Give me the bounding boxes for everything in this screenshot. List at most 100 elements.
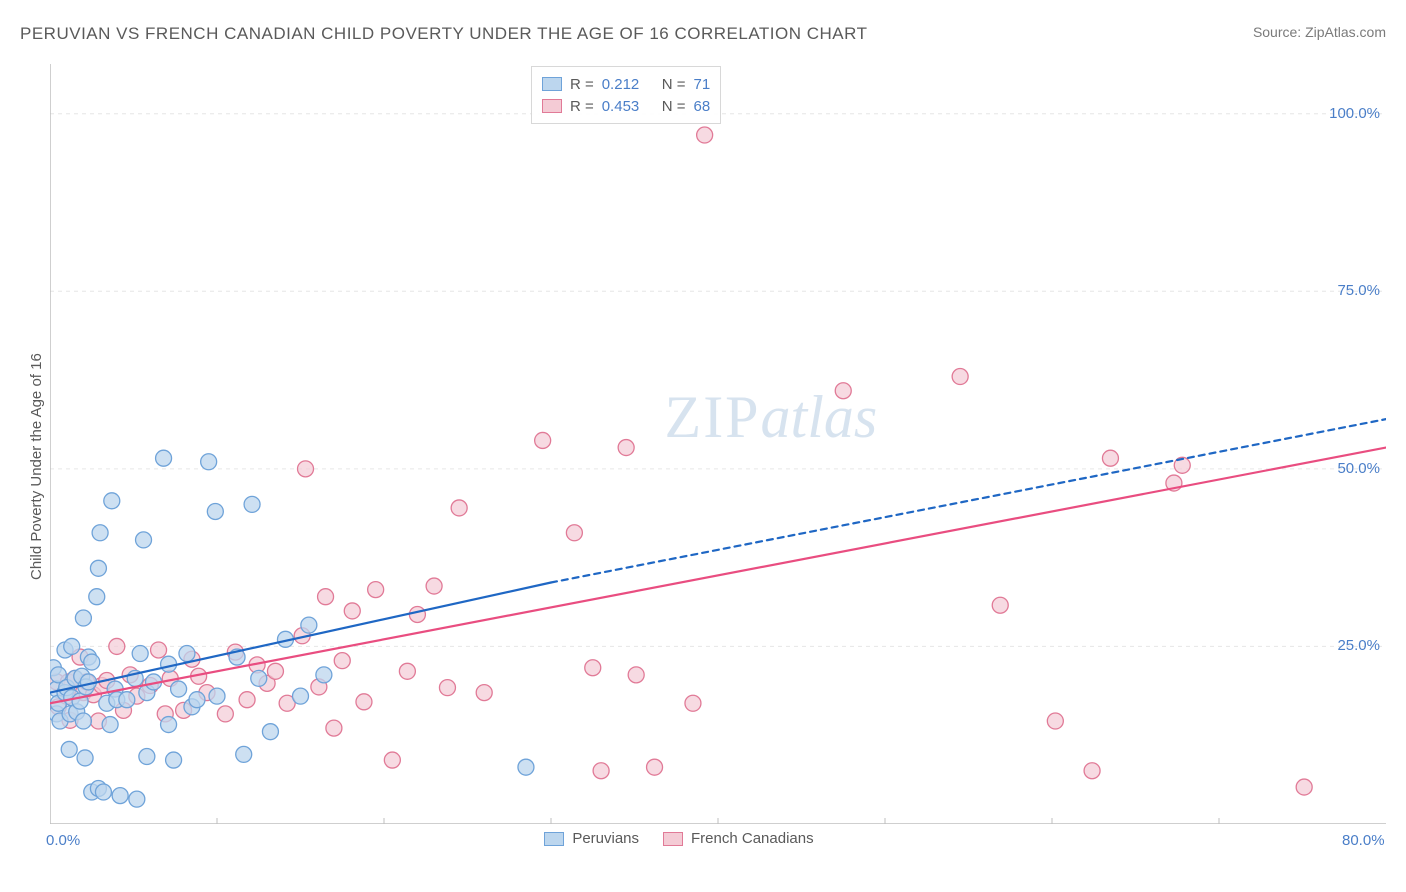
peruvians-point bbox=[75, 713, 91, 729]
french_canadians-point bbox=[368, 582, 384, 598]
peruvians-point bbox=[95, 784, 111, 800]
french_canadians-point bbox=[585, 660, 601, 676]
french_canadians-point bbox=[952, 369, 968, 385]
swatch-icon bbox=[544, 832, 564, 846]
peruvians-point bbox=[139, 749, 155, 765]
peruvians-point bbox=[64, 638, 80, 654]
french_canadians-point bbox=[384, 752, 400, 768]
peruvians-point bbox=[92, 525, 108, 541]
peruvians-point bbox=[207, 503, 223, 519]
trend-line bbox=[551, 419, 1386, 582]
peruvians-point bbox=[89, 589, 105, 605]
french_canadians-point bbox=[334, 653, 350, 669]
french_canadians-point bbox=[1102, 450, 1118, 466]
french_canadians-point bbox=[344, 603, 360, 619]
legend-n-label: N = bbox=[662, 76, 686, 93]
legend-row-french_canadians: R = 0.453 N = 68 bbox=[542, 95, 710, 117]
correlation-legend: R = 0.212 N = 71 R = 0.453 N = 68 bbox=[531, 66, 721, 124]
french_canadians-point bbox=[647, 759, 663, 775]
french_canadians-point bbox=[318, 589, 334, 605]
french_canadians-point bbox=[566, 525, 582, 541]
french_canadians-point bbox=[267, 663, 283, 679]
legend-n-label: N = bbox=[662, 98, 686, 115]
french_canadians-point bbox=[535, 432, 551, 448]
peruvians-point bbox=[293, 688, 309, 704]
french_canadians-point bbox=[399, 663, 415, 679]
legend-n-value: 71 bbox=[693, 76, 710, 93]
y-axis-label: Child Poverty Under the Age of 16 bbox=[28, 353, 45, 580]
french_canadians-point bbox=[628, 667, 644, 683]
french_canadians-point bbox=[992, 597, 1008, 613]
french_canadians-point bbox=[109, 638, 125, 654]
legend-r-value: 0.453 bbox=[602, 98, 654, 115]
legend-item-french_canadians: French Canadians bbox=[663, 830, 814, 847]
peruvians-point bbox=[251, 670, 267, 686]
french_canadians-point bbox=[151, 642, 167, 658]
legend-row-peruvians: R = 0.212 N = 71 bbox=[542, 73, 710, 95]
peruvians-point bbox=[166, 752, 182, 768]
peruvians-point bbox=[201, 454, 217, 470]
peruvians-point bbox=[209, 688, 225, 704]
legend-item-label: Peruvians bbox=[572, 830, 639, 847]
peruvians-point bbox=[119, 692, 135, 708]
legend-r-label: R = bbox=[570, 76, 594, 93]
french_canadians-point bbox=[1047, 713, 1063, 729]
swatch-icon bbox=[542, 99, 562, 113]
x-tick-label: 0.0% bbox=[46, 832, 80, 849]
swatch-icon bbox=[542, 77, 562, 91]
french_canadians-point bbox=[239, 692, 255, 708]
y-tick-label: 25.0% bbox=[1337, 637, 1380, 654]
french_canadians-point bbox=[356, 694, 372, 710]
peruvians-point bbox=[112, 788, 128, 804]
french_canadians-point bbox=[217, 706, 233, 722]
scatter-plot bbox=[50, 64, 1386, 824]
french_canadians-point bbox=[685, 695, 701, 711]
peruvians-point bbox=[90, 560, 106, 576]
peruvians-point bbox=[77, 750, 93, 766]
y-tick-label: 50.0% bbox=[1337, 460, 1380, 477]
legend-r-label: R = bbox=[570, 98, 594, 115]
peruvians-point bbox=[244, 496, 260, 512]
peruvians-point bbox=[136, 532, 152, 548]
french_canadians-point bbox=[1296, 779, 1312, 795]
swatch-icon bbox=[663, 832, 683, 846]
french_canadians-point bbox=[593, 763, 609, 779]
trend-line bbox=[50, 448, 1386, 704]
french_canadians-point bbox=[1084, 763, 1100, 779]
y-tick-label: 100.0% bbox=[1329, 105, 1380, 122]
series-legend: Peruvians French Canadians bbox=[544, 830, 813, 847]
french_canadians-point bbox=[409, 606, 425, 622]
peruvians-point bbox=[156, 450, 172, 466]
french_canadians-point bbox=[426, 578, 442, 594]
french_canadians-point bbox=[835, 383, 851, 399]
peruvians-point bbox=[129, 791, 145, 807]
peruvians-point bbox=[132, 646, 148, 662]
peruvians-point bbox=[75, 610, 91, 626]
peruvians-point bbox=[189, 692, 205, 708]
peruvians-point bbox=[102, 717, 118, 733]
peruvians-point bbox=[84, 654, 100, 670]
y-tick-label: 75.0% bbox=[1337, 282, 1380, 299]
french_canadians-point bbox=[697, 127, 713, 143]
trend-line bbox=[50, 583, 551, 693]
legend-n-value: 68 bbox=[693, 98, 710, 115]
peruvians-point bbox=[236, 746, 252, 762]
peruvians-point bbox=[61, 741, 77, 757]
peruvians-point bbox=[161, 717, 177, 733]
peruvians-point bbox=[179, 646, 195, 662]
peruvians-point bbox=[171, 681, 187, 697]
legend-r-value: 0.212 bbox=[602, 76, 654, 93]
french_canadians-point bbox=[451, 500, 467, 516]
chart-title: PERUVIAN VS FRENCH CANADIAN CHILD POVERT… bbox=[20, 24, 867, 44]
peruvians-point bbox=[301, 617, 317, 633]
x-tick-label: 80.0% bbox=[1342, 832, 1385, 849]
peruvians-point bbox=[316, 667, 332, 683]
peruvians-point bbox=[518, 759, 534, 775]
legend-item-peruvians: Peruvians bbox=[544, 830, 639, 847]
french_canadians-point bbox=[298, 461, 314, 477]
source-attribution: Source: ZipAtlas.com bbox=[1253, 24, 1386, 40]
french_canadians-point bbox=[439, 680, 455, 696]
peruvians-point bbox=[104, 493, 120, 509]
french_canadians-point bbox=[326, 720, 342, 736]
french_canadians-point bbox=[476, 685, 492, 701]
